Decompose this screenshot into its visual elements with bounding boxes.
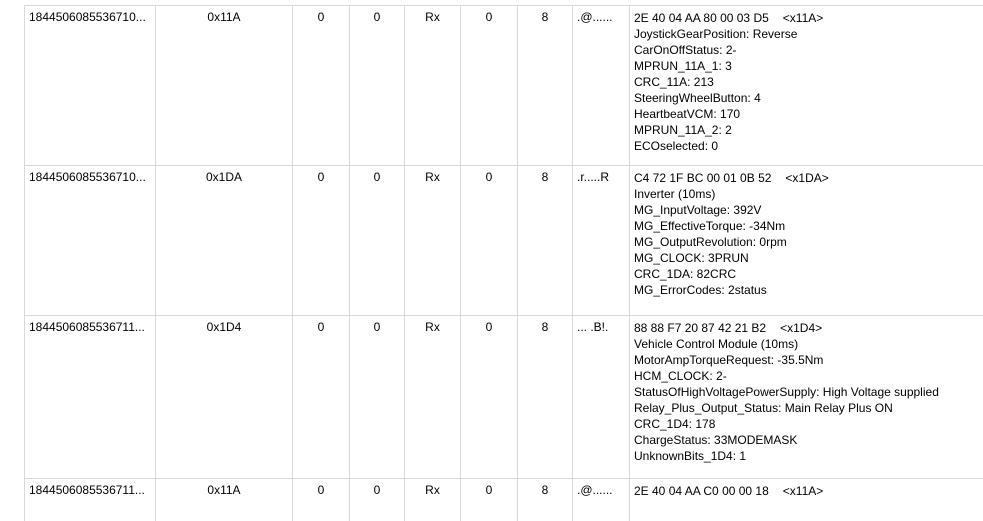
decoded-signal: ChargeStatus: 33MODEMASK <box>634 433 798 447</box>
column-3-cell: 0 <box>292 6 349 166</box>
decoded-signal: JoystickGearPosition: Reverse <box>634 27 798 41</box>
timestamp-cell: 1844506085536710... <box>24 166 155 316</box>
table-row[interactable]: 1844506085536711... 0x11A 0 0 Rx 0 8 .@...... 2E… <box>24 478 983 521</box>
decoded-signal: SteeringWheelButton: 4 <box>634 91 761 105</box>
hex-value: 2E 40 04 AA 80 00 03 D5 <box>634 11 769 25</box>
decoded-signal: Vehicle Control Module (10ms) <box>634 337 799 351</box>
column-4-cell: 0 <box>349 479 404 521</box>
table-row[interactable]: 1844506085536711... 0x1D4 0 0 Rx 0 8... .B!. 88… <box>24 315 983 479</box>
decoded-signal: HCM_CLOCK: 2- <box>634 369 727 383</box>
timestamp-cell: 1844506085536711... <box>24 479 155 521</box>
data-cell: C4 72 1F BC 00 01 0B 52 <x1DA> Inverter (1… <box>629 166 983 316</box>
direction-cell: Rx <box>404 479 460 521</box>
table-row[interactable]: 1844506085536710... 0x1DA 0 0 Rx 0 8 .r.....R C4… <box>24 165 983 316</box>
ascii-cell: .@...... <box>572 6 629 166</box>
decoded-signal: MPRUN_11A_1: 3 <box>634 59 732 73</box>
decoded-signal: MG_InputVoltage: 392V <box>634 203 762 217</box>
column-4-cell: 0 <box>349 166 404 316</box>
hex-value: 2E 40 04 AA C0 00 00 18 <box>634 484 769 498</box>
hex-value: 88 88 F7 20 87 42 21 B2 <box>634 321 767 335</box>
message-id-tag: <x11A> <box>782 11 824 25</box>
decoded-signal: MG_ErrorCodes: 2status <box>634 283 767 297</box>
dlc-cell: 8 <box>517 479 572 521</box>
decoded-signal: CRC_1DA: 82CRC <box>634 267 737 281</box>
id-cell: 0x11A <box>155 6 292 166</box>
dlc-cell: 8 <box>517 6 572 166</box>
column-3-cell: 0 <box>292 479 349 521</box>
column-6-cell: 0 <box>460 316 517 479</box>
table-row[interactable]: 1844506085536710... 0x11A 0 0 Rx 0 8 .@...... 2E… <box>24 5 983 166</box>
message-id-tag: <x1DA> <box>785 171 829 185</box>
dlc-cell: 8 <box>517 166 572 316</box>
data-cell: 2E 40 04 AA 80 00 03 D5 <x11A> JoystickGea… <box>629 6 983 166</box>
direction-cell: Rx <box>404 6 460 166</box>
ascii-cell: .r.....R <box>572 166 629 316</box>
decoded-signal: MG_OutputRevolution: 0rpm <box>634 235 787 249</box>
decoded-signal: HeartbeatVCM: 170 <box>634 107 741 121</box>
data-cell: 2E 40 04 AA C0 00 00 18 <x11A> <box>629 479 983 521</box>
direction-cell: Rx <box>404 316 460 479</box>
decoded-signal: ECOselected: 0 <box>634 139 719 153</box>
ascii-cell: ... .B!. <box>572 316 629 479</box>
direction-cell: Rx <box>404 166 460 316</box>
dlc-cell: 8 <box>517 316 572 479</box>
decoded-signal: CRC_11A: 213 <box>634 75 714 89</box>
decoded-signal: MG_EffectiveTorque: -34Nm <box>634 219 786 233</box>
hex-bytes: 2E 40 04 AA 80 00 03 D5 <x11A> <box>634 10 983 26</box>
hex-bytes: 2E 40 04 AA C0 00 00 18 <x11A> <box>634 483 983 499</box>
column-6-cell: 0 <box>460 6 517 166</box>
id-cell: 0x11A <box>155 479 292 521</box>
hex-value: C4 72 1F BC 00 01 0B 52 <box>634 171 772 185</box>
timestamp-cell: 1844506085536710... <box>24 6 155 166</box>
ascii-cell: .@...... <box>572 479 629 521</box>
timestamp-cell: 1844506085536711... <box>24 316 155 479</box>
decoded-signal: CarOnOffStatus: 2- <box>634 43 737 57</box>
column-4-cell: 0 <box>349 6 404 166</box>
hex-bytes: 88 88 F7 20 87 42 21 B2 <x1D4> <box>634 320 983 336</box>
column-6-cell: 0 <box>460 479 517 521</box>
id-cell: 0x1D4 <box>155 316 292 479</box>
decoded-signal: Inverter (10ms) <box>634 187 716 201</box>
data-cell: 88 88 F7 20 87 42 21 B2 <x1D4> Vehicle Con… <box>629 316 983 479</box>
column-6-cell: 0 <box>460 166 517 316</box>
column-3-cell: 0 <box>292 316 349 479</box>
decoded-signal: MotorAmpTorqueRequest: -35.5Nm <box>634 353 824 367</box>
decoded-signal: MPRUN_11A_2: 2 <box>634 123 732 137</box>
message-id-tag: <x11A> <box>782 484 824 498</box>
column-3-cell: 0 <box>292 166 349 316</box>
column-4-cell: 0 <box>349 316 404 479</box>
decoded-signal: StatusOfHighVoltagePowerSupply: High Vol… <box>634 385 939 399</box>
decoded-signal: CRC_1D4: 178 <box>634 417 716 431</box>
hex-bytes: C4 72 1F BC 00 01 0B 52 <x1DA> <box>634 170 983 186</box>
message-id-tag: <x1D4> <box>780 321 823 335</box>
decoded-signal: Relay_Plus_Output_Status: Main Relay Plu… <box>634 401 893 415</box>
decoded-signal: UnknownBits_1D4: 1 <box>634 449 747 463</box>
id-cell: 0x1DA <box>155 166 292 316</box>
decoded-signal: MG_CLOCK: 3PRUN <box>634 251 749 265</box>
